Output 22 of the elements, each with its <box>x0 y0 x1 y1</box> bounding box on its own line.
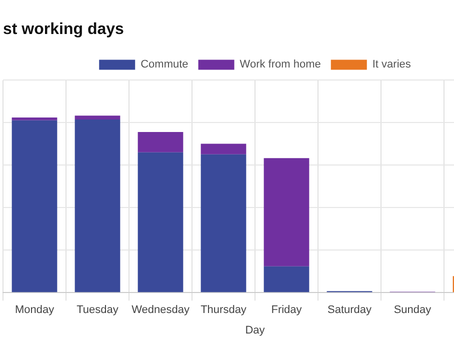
legend-label: Commute <box>140 58 188 71</box>
bar <box>74 119 120 292</box>
x-tick-label: Monday <box>14 304 55 316</box>
x-axis-title: Day <box>245 324 266 336</box>
bar <box>138 152 184 292</box>
x-tick-label: Saturday <box>327 304 372 316</box>
bar <box>264 158 310 266</box>
bar <box>200 144 246 154</box>
x-tick-label: Sunday <box>394 304 432 316</box>
bar <box>12 118 58 120</box>
x-tick-label: Wednesday <box>132 304 190 316</box>
bar <box>200 154 246 292</box>
bar <box>74 116 120 120</box>
legend-label: It varies <box>372 58 412 71</box>
bar <box>264 266 310 292</box>
x-tick-label: Friday <box>271 304 302 316</box>
x-tick-label: Thursday <box>200 304 247 316</box>
bar <box>12 120 58 292</box>
legend-label: Work from home <box>240 58 321 71</box>
bar <box>138 132 184 152</box>
x-tick-label: Tuesday <box>76 304 119 316</box>
chart-title: st working days <box>3 21 124 38</box>
